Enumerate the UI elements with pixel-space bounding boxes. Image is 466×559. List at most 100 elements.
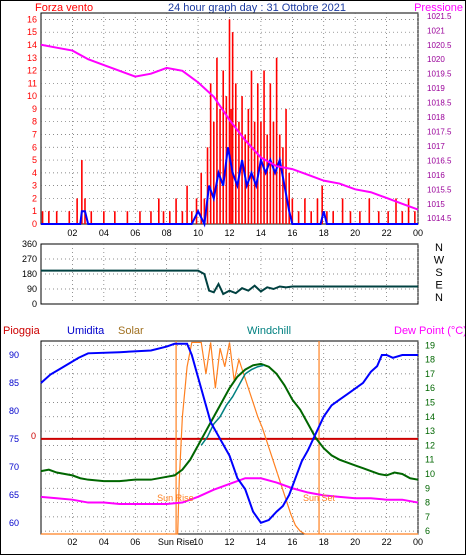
dew-point-line [40,477,419,505]
direction-letter: W [434,255,445,267]
wind-speed-tick: 11 [28,78,37,88]
temperature-tick: 18 [425,355,435,365]
temperature-tick: 8 [425,498,430,508]
temperature-line [40,362,419,483]
weather-hour-tick: 18 [319,537,329,547]
weather-hour-tick: 22 [382,537,392,547]
weather-hour-tick: 14 [256,537,266,547]
humidity-line [40,342,418,525]
weather-hour-tick: 02 [67,537,77,547]
wind-speed-tick: 14 [27,40,37,50]
temperature-tick: 14 [425,412,435,422]
legend-solar: Solar [118,325,144,337]
rain-zero-label: 0 [31,431,36,441]
pressure-tick: 1016.5 [427,156,452,165]
pressure-tick: 1017.5 [427,128,452,137]
wind-hour-tick: 18 [319,228,329,238]
windchill-line [200,364,265,446]
weather-hour-tick: 00 [413,537,423,547]
sunrise-axis-label: Sun Rise [158,537,195,547]
pressure-tick: 1015 [427,200,445,209]
temperature-tick: 7 [425,512,430,522]
wind-speed-tick: 7 [32,129,37,139]
wind-speed-tick: 3 [32,181,37,191]
wind-speed-tick: 13 [27,53,37,63]
pressure-tick: 1014.5 [427,214,452,223]
wind-speed-tick: 16 [27,14,37,24]
humidity-tick: 80 [9,406,19,416]
wind-axis-label: Forza vento [35,2,93,14]
wind-speed-tick: 4 [32,168,37,178]
pressure-line [40,43,419,211]
pressure-tick: 1021.5 [427,12,452,21]
sunrise-plot-label: Sun Rise [157,493,194,503]
pressure-axis-label: Pressione [414,2,463,14]
temperature-tick: 11 [425,455,434,465]
direction-tick: 0 [32,299,37,309]
wind-speed-tick: 0 [32,219,37,229]
pressure-tick: 1020 [427,55,445,64]
legend-windchill: Windchill [247,325,291,337]
temperature-tick: 9 [425,483,430,493]
direction-tick: 360 [22,239,37,249]
legend-humidity: Umidita [67,325,105,337]
temperature-tick: 19 [425,340,435,350]
wind-hour-tick: 08 [162,228,172,238]
pressure-tick: 1019 [427,84,445,93]
pressure-tick: 1017 [427,142,445,151]
pressure-tick: 1020.5 [427,41,452,50]
weather-hour-tick: 04 [99,537,109,547]
temperature-tick: 13 [425,426,435,436]
wind-hour-tick: 12 [224,228,234,238]
pressure-tick: 1018.5 [427,99,452,108]
legend-rain: Pioggia [3,325,41,337]
wind-speed-tick: 8 [32,117,37,127]
humidity-tick: 85 [9,378,19,388]
wind-speed-tick: 9 [32,104,37,114]
wind-hour-tick: 00 [413,228,423,238]
temperature-tick: 17 [425,369,435,379]
direction-tick: 180 [22,269,37,279]
wind-speed-tick: 6 [32,142,37,152]
direction-letter: N [435,242,443,254]
weather-hour-tick: 06 [130,537,140,547]
humidity-tick: 70 [9,462,19,472]
wind-hour-tick: 02 [67,228,77,238]
sunset-plot-label: Sun Set [303,493,336,503]
wind-direction-line [41,269,418,296]
solar-line [41,341,418,535]
pressure-tick: 1021 [427,26,445,35]
wind-hour-tick: 20 [350,228,360,238]
humidity-tick: 75 [9,434,19,444]
wind-average-line [41,147,418,228]
humidity-tick: 90 [9,350,19,360]
pressure-tick: 1015.5 [427,185,452,194]
legend-dew-point: Dew Point (°C) [394,325,465,337]
temperature-tick: 16 [425,383,435,393]
wind-hour-tick: 10 [193,228,203,238]
direction-letter: N [435,292,443,304]
temperature-tick: 15 [425,397,435,407]
direction-tick: 270 [22,254,37,264]
pressure-tick: 1019.5 [427,70,452,79]
direction-letter: E [435,280,442,292]
pressure-tick: 1018 [427,113,445,122]
temperature-tick: 10 [425,469,435,479]
weather-hour-tick: 10 [193,537,203,547]
weather-hour-tick: 16 [287,537,297,547]
wind-speed-tick: 12 [27,66,37,76]
wind-hour-tick: 14 [256,228,266,238]
pressure-tick: 1016 [427,171,445,180]
wind-speed-tick: 15 [27,27,37,37]
temperature-tick: 6 [425,526,430,536]
humidity-tick: 65 [9,490,19,500]
wind-speed-tick: 2 [32,193,37,203]
temperature-tick: 12 [425,440,435,450]
wind-speed-tick: 1 [32,206,37,216]
weather-hour-tick: 20 [350,537,360,547]
wind-speed-tick: 10 [27,91,37,101]
wind-speed-tick: 5 [32,155,37,165]
graph-title: 24 hour graph day : 31 Ottobre 2021 [168,2,346,14]
